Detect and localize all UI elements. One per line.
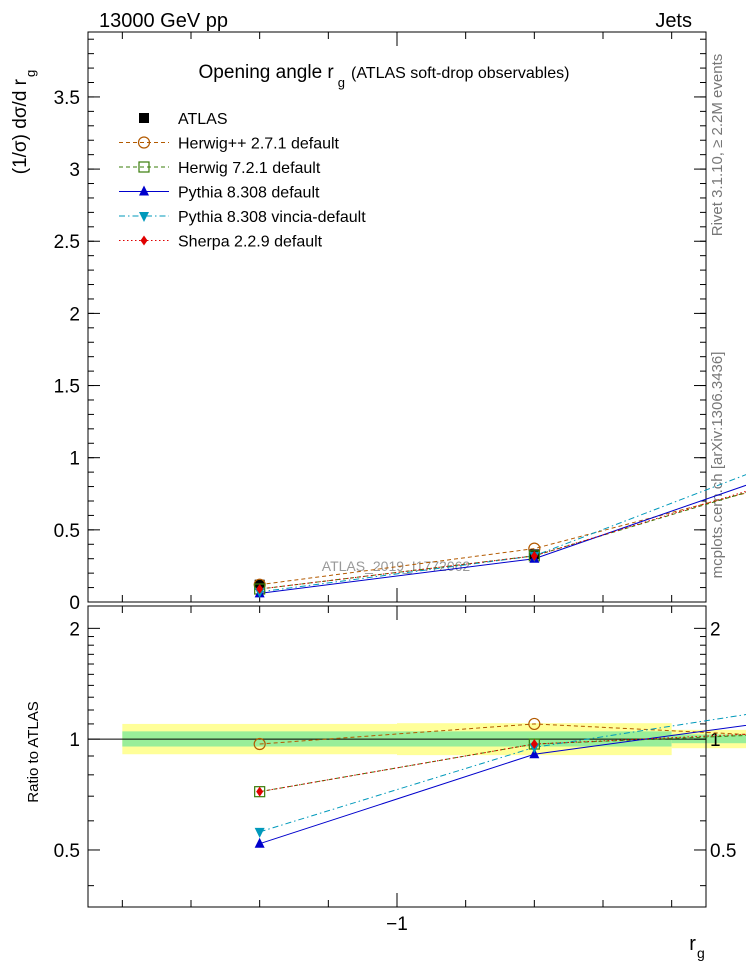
main-line-2 — [259, 491, 746, 590]
legend-marker-2 — [138, 161, 150, 173]
ratio-ytick-label: 0.5 — [54, 841, 80, 862]
ratio-line-3 — [259, 714, 746, 833]
ratio-ytick-label: 1 — [69, 730, 80, 751]
main-point-s5-0 — [256, 584, 264, 595]
ratio-point-s0-0 — [253, 737, 266, 751]
ratio-line-4 — [259, 733, 746, 793]
main-ytick-label: 3.5 — [54, 88, 80, 109]
legend-label-3: Pythia 8.308 default — [178, 185, 320, 202]
series-lines — [259, 474, 746, 845]
xtick-label: −1 — [386, 914, 408, 935]
legend-label-2: Herwig 7.2.1 default — [178, 160, 321, 177]
series-markers — [253, 542, 541, 848]
main-title: Opening angle r g(ATLAS soft-drop observa… — [199, 62, 570, 90]
main-ytick-label: 1 — [69, 449, 80, 470]
main-line-5 — [259, 490, 746, 590]
ratio-ytick-label: 2 — [69, 619, 80, 640]
rivet-version-label: Rivet 3.1.10, ≥ 2.2M events — [709, 54, 726, 237]
header-energy: 13000 GeV pp — [99, 10, 228, 32]
legend-label-4: Pythia 8.308 vincia-default — [178, 209, 366, 226]
legend-marker-1 — [137, 136, 151, 149]
xlabel: rg — [689, 933, 704, 961]
band-green-2 — [671, 734, 746, 744]
ratio-ytick-label-right: 2 — [710, 619, 721, 640]
legend: ATLAS Herwig++ 2.7.1 default Herwig 7.2.1 … — [119, 111, 366, 251]
main-ytick-label: 1.5 — [54, 377, 80, 398]
main-line-3 — [259, 484, 746, 594]
main-point-s5-1 — [530, 550, 538, 561]
ratio-point-s1-0 — [254, 786, 266, 798]
mcplots-label: mcplots.cern.ch [arXiv:1306.3436] — [709, 352, 726, 579]
ratio-point-s4-1 — [530, 739, 538, 750]
main-ytick-label: 0.5 — [54, 521, 80, 542]
ratio-frame — [87, 605, 707, 908]
header-process: Jets — [655, 10, 692, 32]
legend-marker-4 — [139, 212, 149, 222]
main-ytick-label: 0 — [69, 593, 80, 614]
legend-label-1: Herwig++ 2.7.1 default — [178, 136, 340, 153]
main-ytick-label: 2.5 — [54, 232, 80, 253]
legend-label-5: Sherpa 2.2.9 default — [178, 234, 323, 251]
ratio-point-s4-0 — [256, 786, 264, 797]
ratio-ytick-label-right: 0.5 — [710, 841, 736, 862]
ratio-ylabel: Ratio to ATLAS — [25, 701, 42, 802]
ratio-line-2 — [259, 724, 746, 845]
main-ytick-label: 3 — [69, 160, 80, 181]
legend-marker-5 — [140, 235, 148, 246]
main-line-4 — [259, 474, 746, 593]
ratio-ytick-label-right: 1 — [710, 730, 721, 751]
ratio-point-s3-0 — [254, 827, 265, 838]
legend-marker-0 — [139, 113, 149, 123]
ratio-point-s0-1 — [528, 717, 541, 731]
legend-marker-3 — [139, 185, 149, 196]
ratio-point-s2-0 — [254, 837, 265, 848]
main-ytick-label: 2 — [69, 304, 80, 325]
main-line-1 — [259, 492, 746, 586]
legend-label-0: ATLAS — [178, 111, 228, 128]
main-ylabel: (1/σ) dσ/d rg — [10, 70, 38, 175]
